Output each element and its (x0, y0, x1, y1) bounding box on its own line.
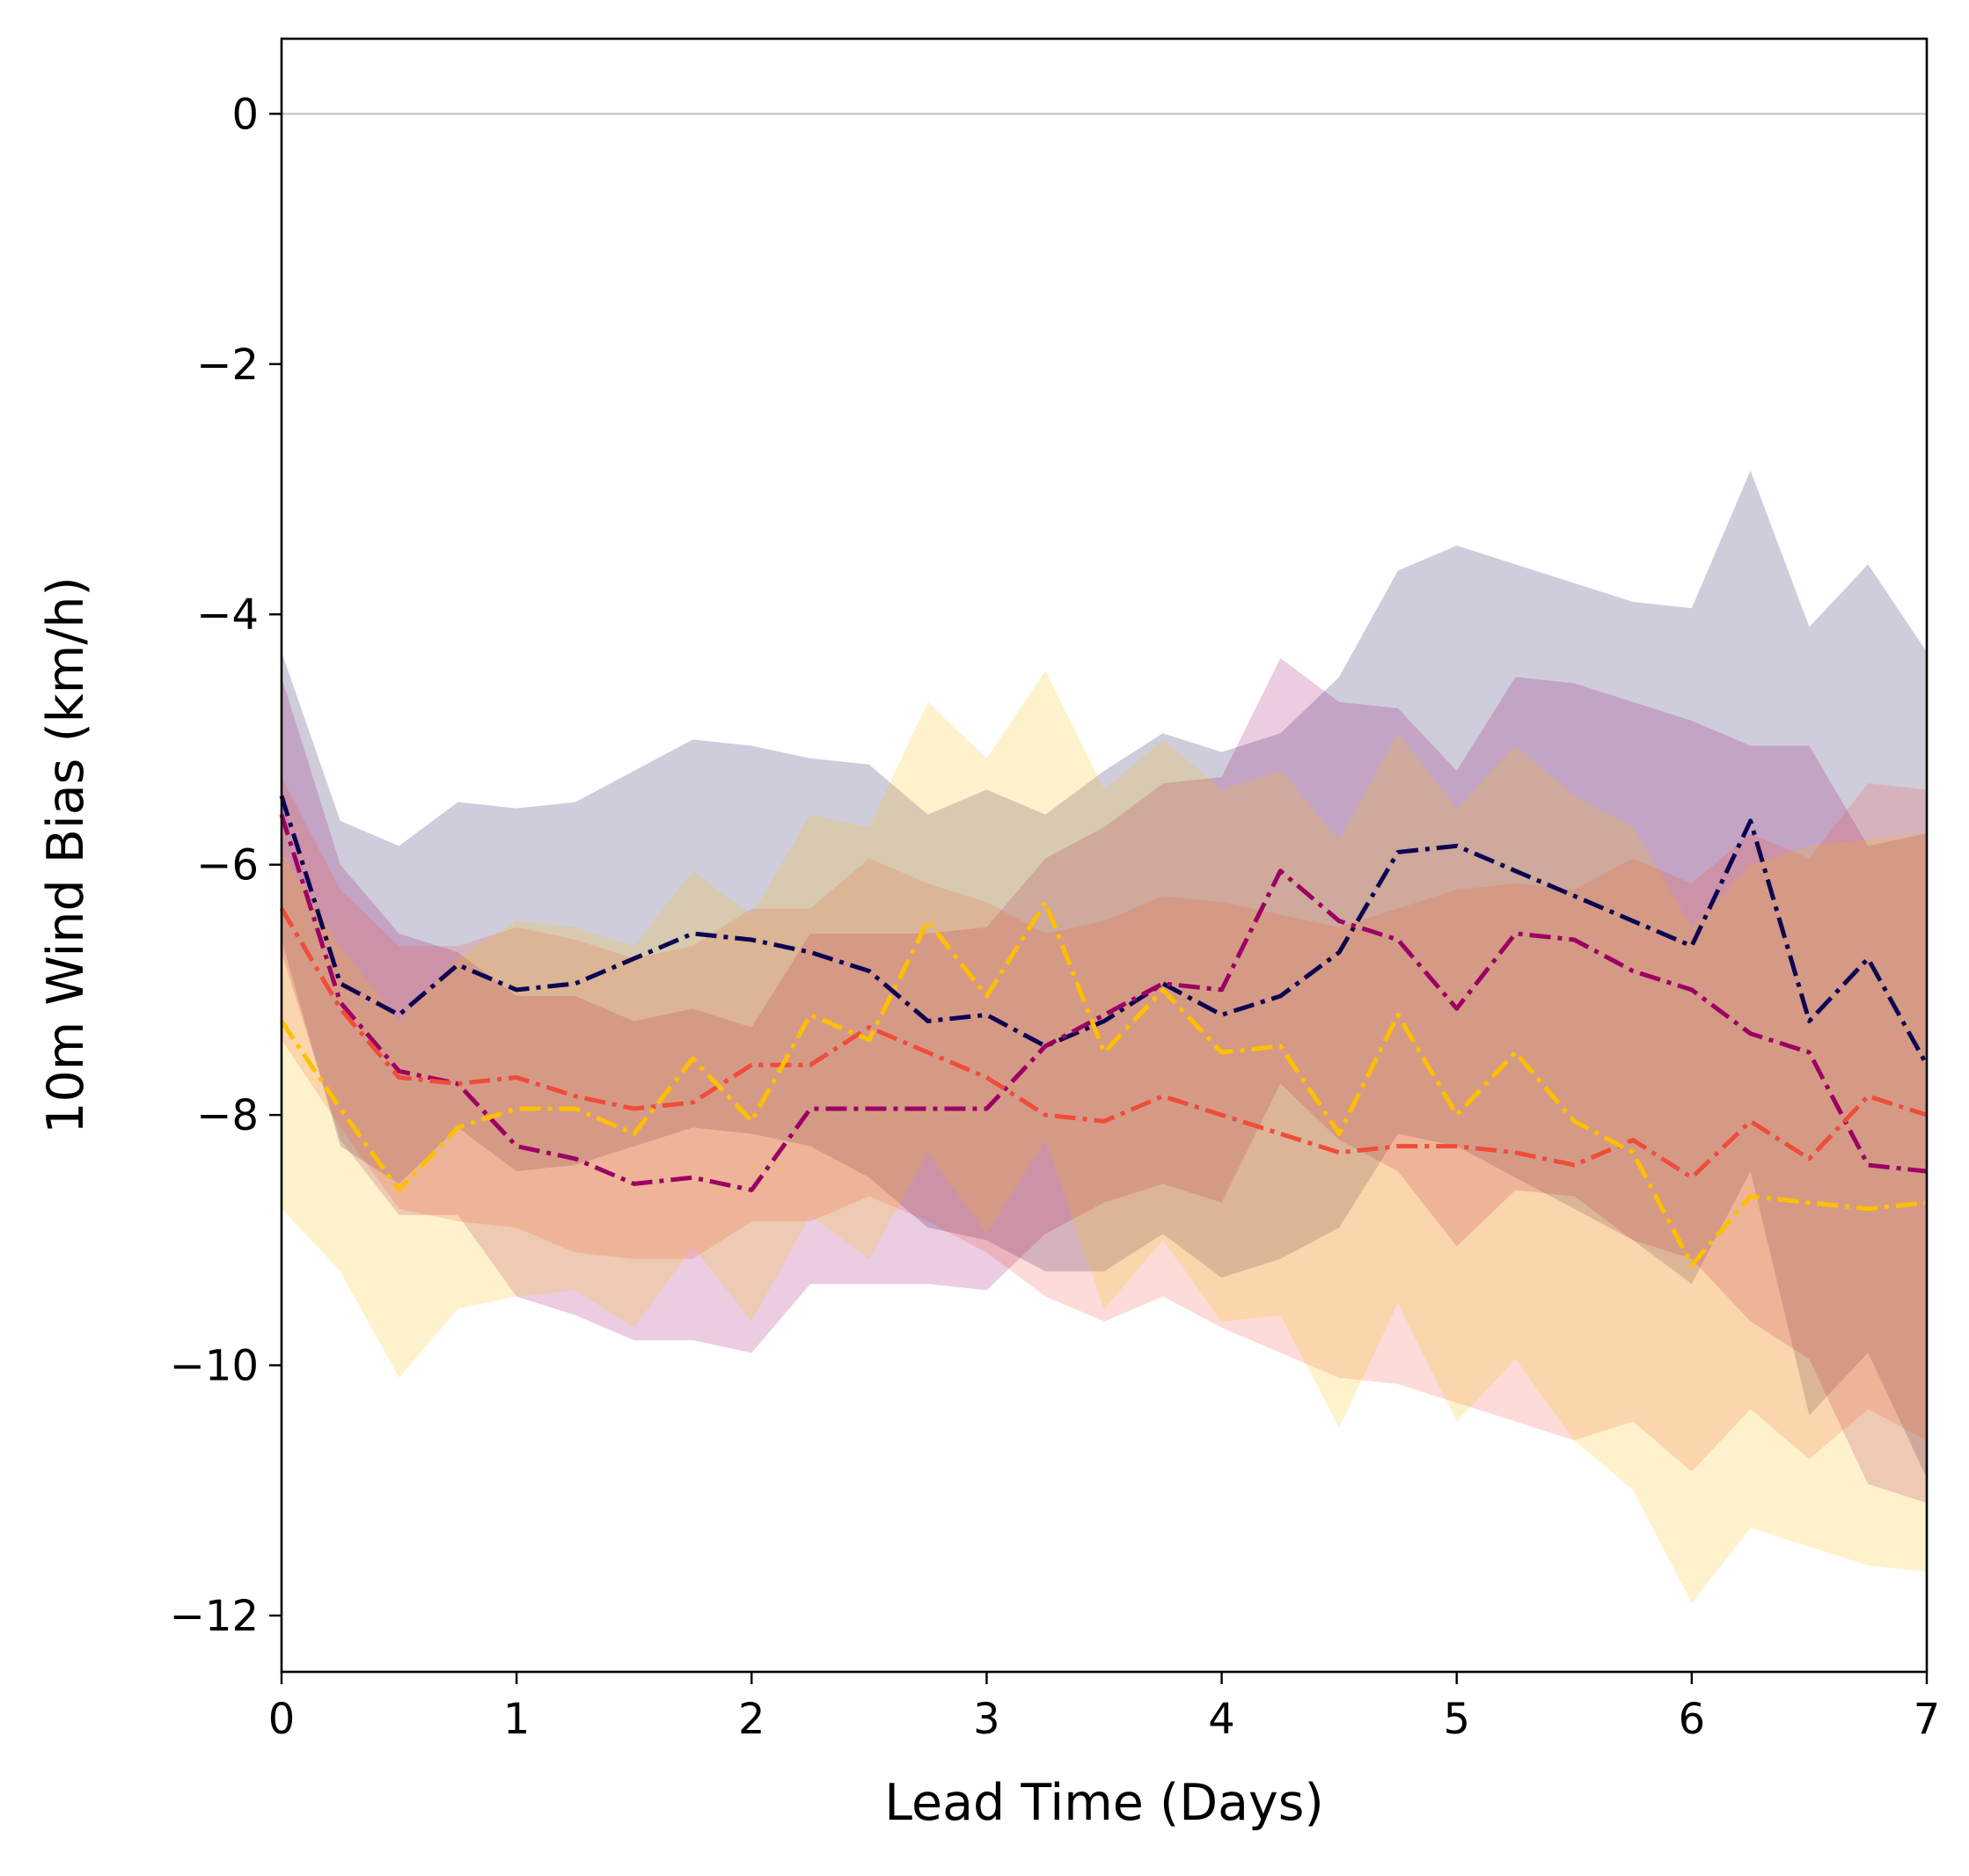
series-3-band (282, 777, 1927, 1472)
y-tick-label: −6 (196, 841, 259, 890)
x-tick-label: 2 (738, 1695, 765, 1744)
confidence-bands (282, 470, 1927, 1603)
series-4-band (282, 671, 1927, 1603)
x-axis-label: Lead Time (Days) (884, 1774, 1323, 1832)
x-tick-label: 1 (503, 1695, 531, 1744)
x-tick-label: 0 (268, 1695, 296, 1744)
series-lines (279, 795, 1929, 1268)
series-1-band (282, 470, 1927, 1478)
y-tick-label: −8 (196, 1091, 259, 1140)
x-tick-label: 7 (1914, 1695, 1941, 1744)
plot-frame (280, 37, 1929, 1674)
x-tick-label: 4 (1208, 1695, 1235, 1744)
y-tick-label: −2 (196, 341, 259, 390)
y-tick-label: 0 (231, 90, 259, 139)
series-3-line (279, 907, 1928, 1180)
x-tick-label: 3 (973, 1695, 1000, 1744)
y-tick-label: −12 (170, 1592, 259, 1641)
y-tick-label: −10 (170, 1342, 259, 1391)
x-tick-label: 6 (1679, 1695, 1706, 1744)
y-axis-label: 10m Wind Bias (km/h) (37, 576, 95, 1134)
series-1-line (279, 795, 1929, 1066)
series-2-line (279, 814, 1928, 1192)
x-tick-label: 5 (1443, 1695, 1470, 1744)
y-tick-label: −4 (196, 590, 259, 640)
y-axis-ticks: 0 −2 −4 −6 −8 −10 −12 (170, 90, 282, 1641)
x-axis-ticks: 0 1 2 3 4 5 6 7 (268, 1672, 1941, 1744)
